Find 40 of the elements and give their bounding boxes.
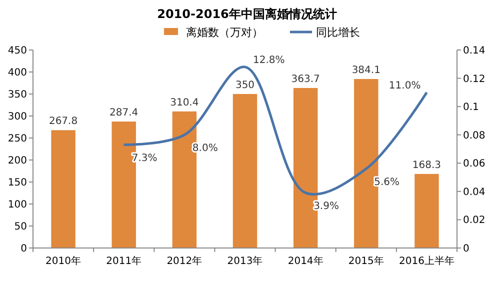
- y-tick-label: 450: [8, 46, 27, 56]
- y2-tick-label: 0.1: [463, 102, 479, 114]
- x-tick-label: 2010年: [46, 255, 82, 267]
- y2-tick-label: 0.06: [463, 158, 486, 170]
- y-tick-label: 250: [8, 134, 27, 144]
- y2-tick-label: 0.14: [463, 46, 486, 56]
- data-label: 350: [235, 80, 255, 91]
- y-tick-label: 400: [8, 68, 27, 78]
- data-label: 363.7: [291, 74, 320, 85]
- x-tick-label: 2011年: [106, 255, 142, 267]
- legend-label: 同比增长: [316, 26, 360, 39]
- y-tick-label: 200: [8, 156, 27, 166]
- y-tick-label: 350: [8, 90, 27, 100]
- x-tick-label: 2016上半年: [398, 255, 454, 267]
- data-label: 384.1: [352, 64, 380, 76]
- bar: [232, 94, 258, 248]
- y-tick-label: 100: [8, 200, 27, 210]
- bar: [414, 174, 439, 248]
- data-label: 11.0%: [388, 80, 421, 92]
- y2-tick-label: 0.12: [463, 74, 486, 85]
- x-tick-label: 2014年: [288, 255, 324, 267]
- x-tick-label: 2013年: [227, 255, 263, 267]
- legend-label: 离婚数（万对）: [186, 26, 263, 39]
- y2-tick-label: 0: [463, 244, 470, 254]
- bar: [51, 130, 76, 248]
- data-label: 168.3: [412, 160, 442, 171]
- chart-title: 2010-2016年中国离婚情况统计: [157, 7, 337, 21]
- data-label: 310.4: [170, 97, 199, 108]
- data-label: 287.4: [110, 108, 138, 119]
- x-tick-label: 2015年: [348, 255, 384, 267]
- y-tick-label: 150: [8, 178, 27, 188]
- y-tick-label: 300: [8, 112, 27, 122]
- x-tick-label: 2012年: [166, 255, 202, 267]
- data-label: 12.8%: [253, 54, 285, 66]
- data-label: 267.8: [48, 116, 78, 128]
- y2-tick-label: 0.08: [463, 130, 486, 142]
- y-tick-label: 0: [20, 244, 27, 254]
- y2-tick-label: 0.02: [463, 215, 486, 226]
- y-tick-label: 50: [14, 222, 27, 232]
- y2-tick-label: 0.04: [463, 186, 486, 198]
